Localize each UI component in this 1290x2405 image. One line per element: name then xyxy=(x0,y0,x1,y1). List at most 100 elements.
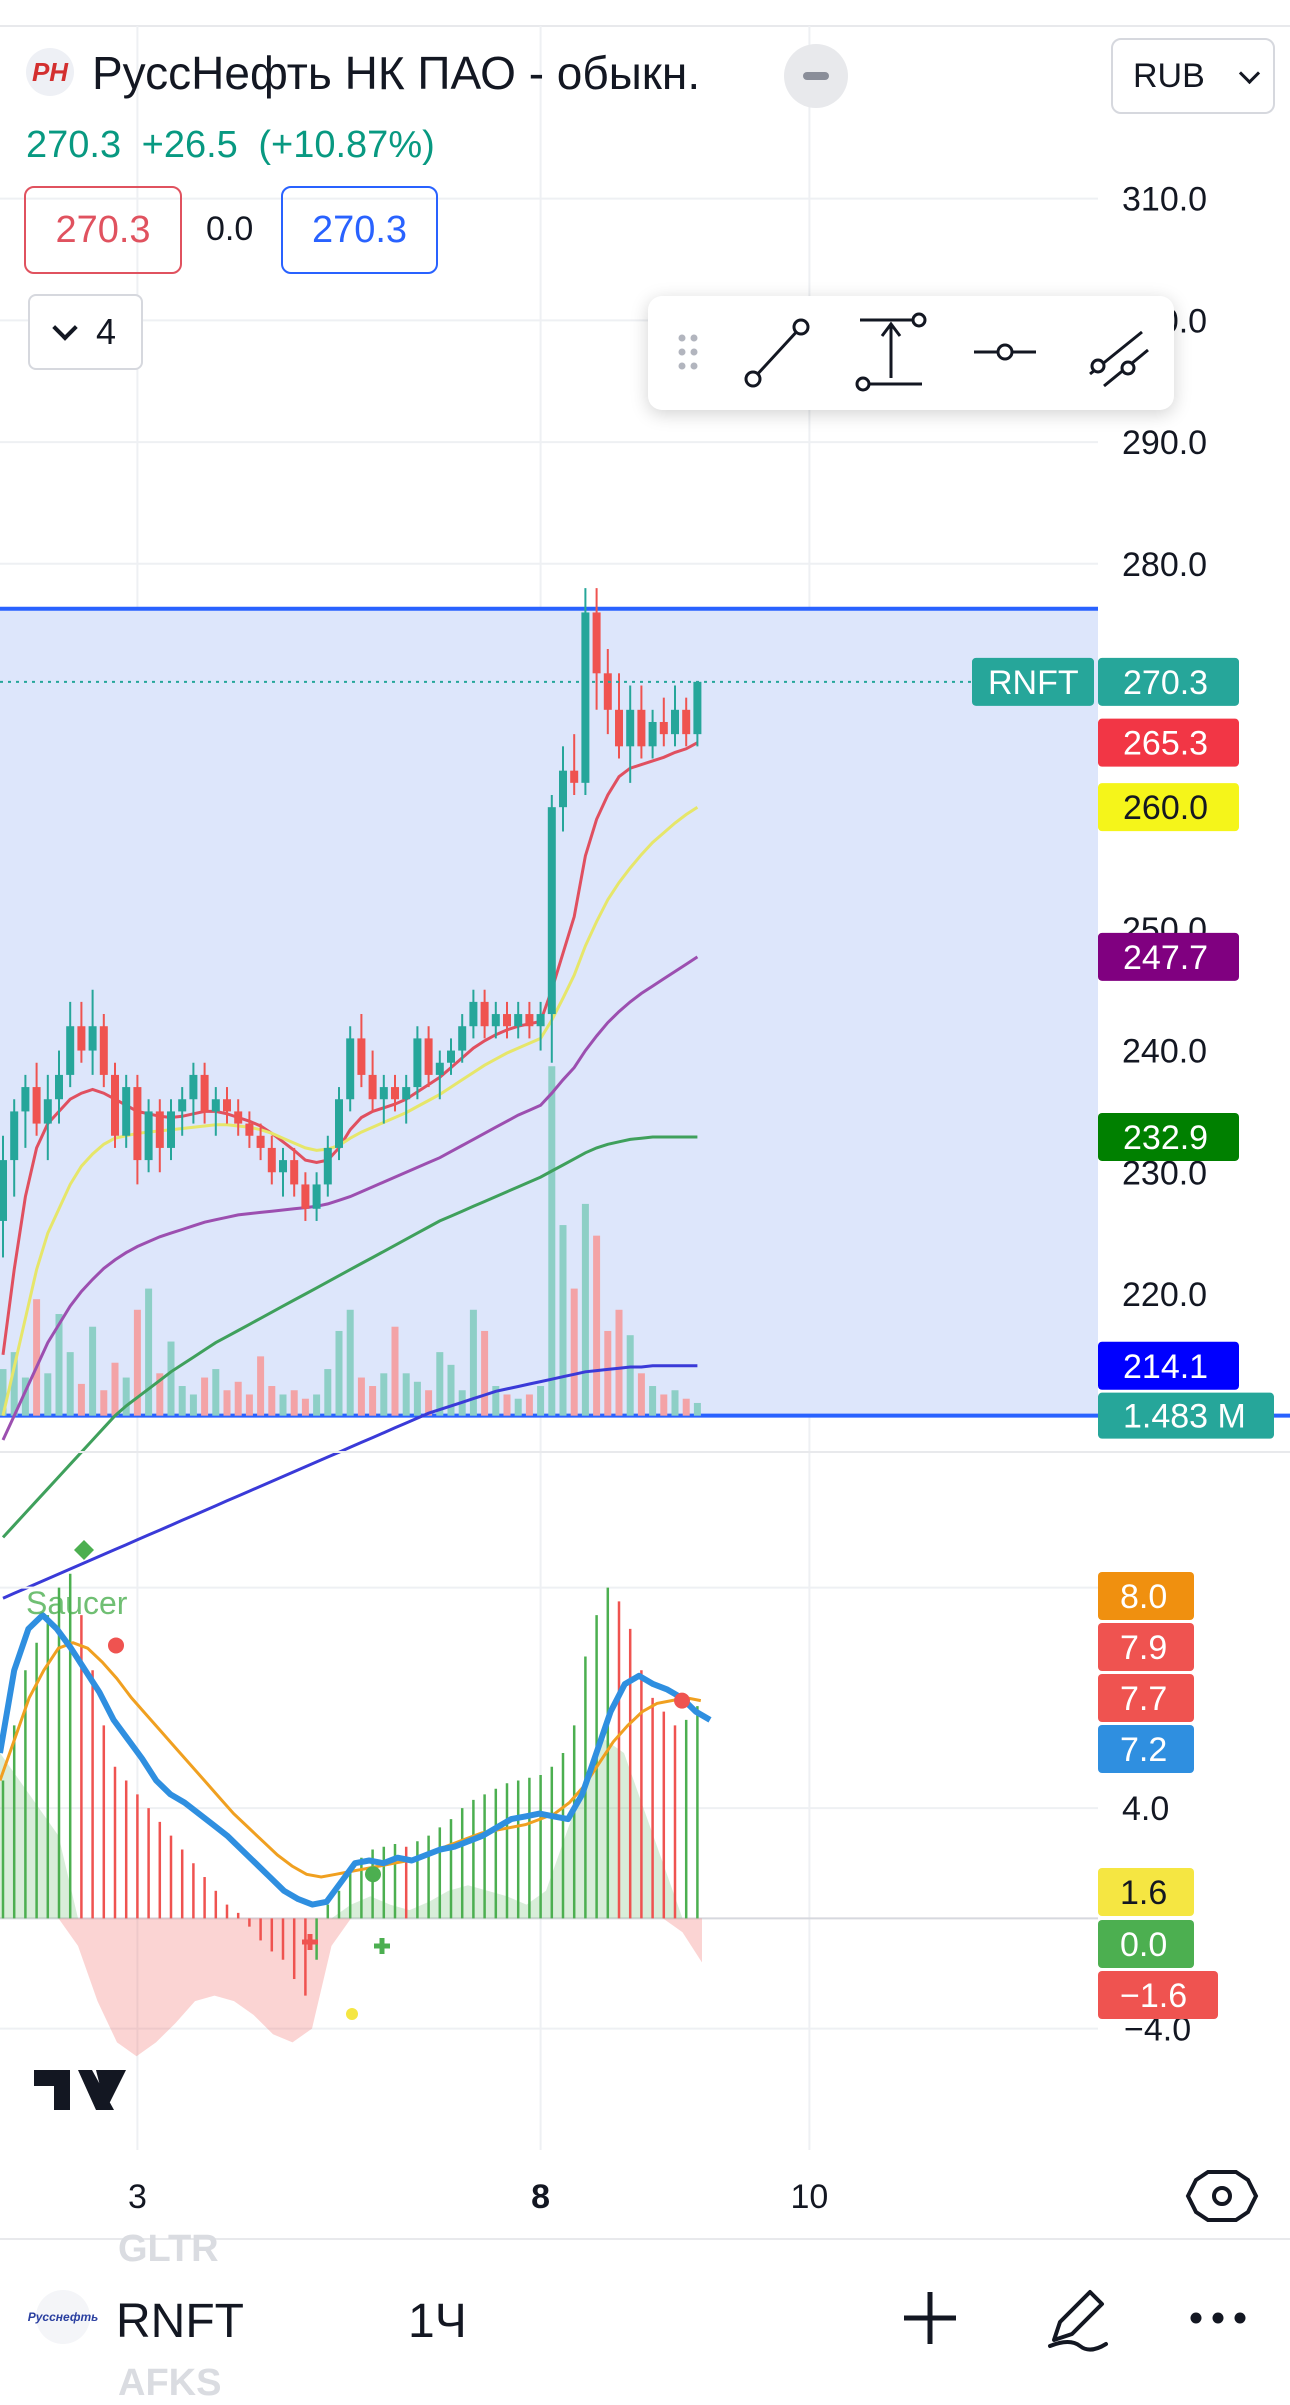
candle-body xyxy=(167,1111,175,1148)
list-item-ghost: GLTR xyxy=(118,2228,219,2270)
candle-body xyxy=(88,1026,97,1051)
sell-price-button[interactable]: 270.3 xyxy=(24,186,182,274)
pen-icon[interactable] xyxy=(1040,2282,1112,2354)
candle-body xyxy=(111,1074,119,1136)
candle-body xyxy=(200,1074,209,1112)
horizontal-ray-icon[interactable] xyxy=(974,343,1036,361)
settings-gear-outline xyxy=(1185,2170,1259,2222)
osc-negative-area xyxy=(0,1918,702,2057)
candle-body xyxy=(323,1147,332,1185)
candle-body xyxy=(559,770,567,808)
time-axis-label: 8 xyxy=(531,2178,550,2216)
ma-value-tag-label: 214.1 xyxy=(1123,1348,1208,1386)
candle-body xyxy=(693,681,702,735)
candle-body xyxy=(357,1038,366,1075)
volume-bar xyxy=(615,1309,623,1416)
price-change-pct: (+10.87%) xyxy=(258,124,435,166)
signal-plus-marker xyxy=(302,1934,318,1950)
candle-body xyxy=(379,1087,388,1100)
candle-body xyxy=(133,1087,142,1161)
signal-plus-marker xyxy=(374,1938,390,1954)
plus-icon[interactable] xyxy=(894,2282,966,2354)
tradingview-logo xyxy=(34,2070,126,2110)
candle-body xyxy=(0,1160,7,1221)
interval-button[interactable]: 1Ч xyxy=(408,2295,467,2348)
last-price-tag-label: 270.3 xyxy=(1123,664,1208,702)
indicators-toggle[interactable]: 4 xyxy=(28,294,143,370)
volume-bar xyxy=(492,1386,500,1416)
volume-bar xyxy=(122,1377,130,1416)
candle-body xyxy=(245,1123,254,1136)
candle-body xyxy=(335,1099,343,1148)
volume-bar xyxy=(626,1335,634,1416)
candle-body xyxy=(391,1087,399,1100)
volume-bar xyxy=(268,1386,276,1416)
volume-bar xyxy=(682,1398,690,1416)
candle-body xyxy=(368,1074,377,1100)
volume-bar xyxy=(593,1235,601,1416)
candle-body xyxy=(256,1135,265,1148)
chevron-down-icon xyxy=(1238,62,1261,85)
moving-average-line xyxy=(1,1135,698,1539)
candle-body xyxy=(536,1014,545,1027)
volume-bar xyxy=(156,1373,164,1416)
trend-line-icon[interactable] xyxy=(744,318,810,388)
volume-bar xyxy=(212,1369,220,1416)
volume-bar xyxy=(167,1341,175,1416)
bottom-divider xyxy=(0,2238,1290,2240)
candle-body xyxy=(66,1026,75,1075)
volume-bar xyxy=(301,1398,309,1416)
candle-body xyxy=(615,709,623,747)
collapse-button[interactable] xyxy=(784,44,848,108)
symbol-title[interactable]: РуссНефть НК ПАО - обыкн. xyxy=(92,47,701,99)
volume-bar xyxy=(559,1225,567,1416)
candle-body xyxy=(525,1014,534,1027)
volume-bar xyxy=(245,1394,253,1416)
volume-bar xyxy=(481,1330,489,1416)
candle-body xyxy=(503,1014,511,1027)
buy-price-button[interactable]: 270.3 xyxy=(281,186,438,274)
candle-body xyxy=(10,1111,19,1161)
osc-value-tag-label: −1.6 xyxy=(1120,1977,1187,2015)
candle-body xyxy=(155,1111,164,1148)
osc-value-tag xyxy=(1098,1725,1194,1773)
settings-icon[interactable] xyxy=(1185,2170,1259,2222)
candle-body xyxy=(626,709,635,747)
volume-tag xyxy=(1098,1392,1274,1439)
currency-value: RUB xyxy=(1133,56,1205,95)
volume-bar xyxy=(100,1390,108,1416)
drag-handle-icon[interactable] xyxy=(678,334,698,370)
vertical-measure-icon[interactable] xyxy=(855,312,927,392)
ma-value-tag-label: 247.7 xyxy=(1123,939,1208,977)
symbol-tag xyxy=(972,657,1094,706)
ma-value-tag xyxy=(1098,783,1239,832)
candle-body xyxy=(603,673,612,710)
price-change: +26.5 xyxy=(141,124,238,166)
osc-axis-label: 4.0 xyxy=(1122,1790,1169,1828)
more-icon[interactable] xyxy=(1182,2282,1254,2354)
candle-body xyxy=(189,1074,198,1100)
parallel-channel-icon[interactable] xyxy=(1089,330,1149,388)
candle-body xyxy=(659,721,668,735)
saucer-annotation: Saucer xyxy=(26,1585,128,1621)
volume-tag-label: 1.483 M xyxy=(1123,1398,1246,1436)
candle-body xyxy=(547,807,556,1015)
currency-select[interactable]: RUB xyxy=(1111,38,1275,114)
cross-up-marker xyxy=(365,1866,381,1883)
volume-bar xyxy=(33,1299,41,1416)
symbol-button[interactable]: RNFT xyxy=(116,2295,244,2348)
volume-bar xyxy=(649,1386,657,1416)
candle-body xyxy=(223,1099,231,1112)
price-axis-label: 280.0 xyxy=(1122,546,1207,584)
candle-body xyxy=(570,770,579,783)
volume-bar xyxy=(66,1352,74,1416)
volume-bar xyxy=(369,1386,377,1416)
osc-main-line xyxy=(0,1612,712,1908)
candle-body xyxy=(469,1001,478,1027)
volume-bar xyxy=(0,1369,7,1416)
ma-value-tag-label: 232.9 xyxy=(1123,1119,1208,1157)
volume-bar xyxy=(671,1390,679,1416)
chevron-down-icon xyxy=(52,315,78,341)
osc-value-tag xyxy=(1098,1674,1194,1722)
